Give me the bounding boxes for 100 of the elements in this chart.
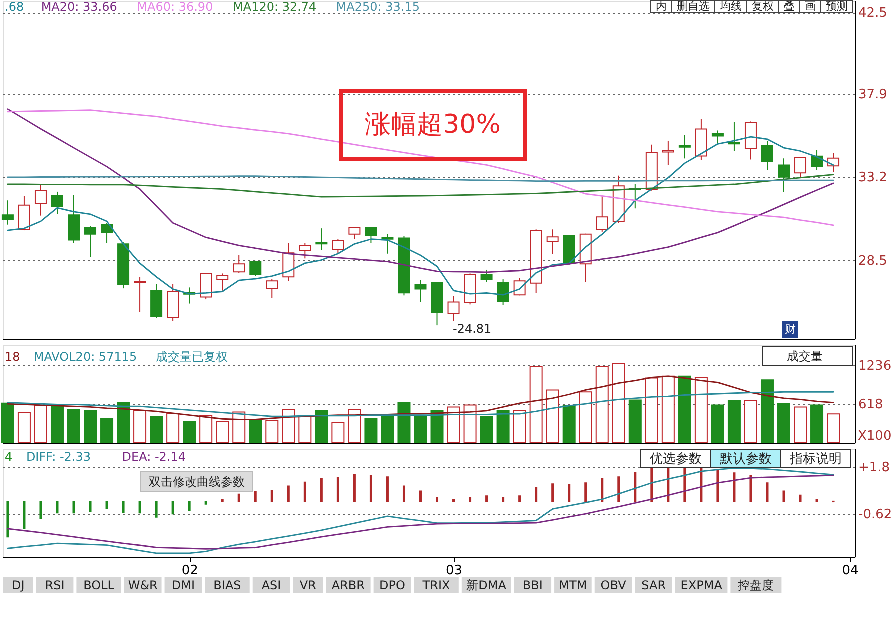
bar: [381, 415, 394, 444]
candlestick: [761, 140, 774, 170]
annotation: 复权: [752, 0, 774, 13]
bar: [348, 409, 362, 444]
bar: [579, 392, 592, 444]
candlestick: [662, 140, 674, 166]
y-tick-label: 33.2: [858, 170, 888, 186]
candlestick: [332, 238, 344, 254]
candlestick: [448, 296, 460, 322]
text: DIFF: -2.33: [26, 450, 92, 464]
bar: [68, 409, 80, 444]
y-tick-label: 1236: [858, 358, 892, 374]
text: DMI: [172, 578, 196, 592]
annotation: 画: [805, 0, 816, 13]
bar: [117, 402, 130, 444]
text: MA120: 32.74: [233, 0, 317, 14]
bar: [200, 415, 213, 444]
line-series: [7, 376, 834, 420]
bar: [794, 406, 808, 444]
candlestick: [596, 196, 608, 232]
bar: [84, 410, 98, 444]
candlestick: [34, 184, 47, 216]
text: BIAS: [214, 578, 242, 592]
text: 新DMA: [466, 578, 508, 592]
candlestick: [316, 228, 328, 250]
bar: [447, 406, 460, 444]
text: .68: [5, 0, 24, 14]
candlestick: [382, 234, 394, 254]
bar: [414, 415, 428, 444]
bar: [496, 410, 510, 444]
text: DEA: -2.14: [122, 450, 186, 464]
x-tick-label: 04: [842, 564, 859, 578]
candlestick: [546, 229, 559, 255]
x-tick-label: 02: [182, 564, 198, 578]
candlestick: [794, 156, 807, 178]
annotation: 删自选: [677, 0, 710, 13]
annotation: 涨幅超30%: [365, 110, 501, 140]
bar: [628, 400, 642, 444]
annotation: 叠: [784, 0, 795, 13]
candlestick: [216, 273, 229, 292]
bar: [50, 404, 64, 444]
annotation: -24.81: [453, 322, 492, 336]
y-tick-label: 618: [858, 398, 884, 413]
candlestick: [84, 226, 97, 258]
bar: [216, 421, 230, 444]
annotation: 指标说明: [789, 452, 842, 467]
bar: [464, 404, 477, 444]
annotation: 优选参数: [650, 452, 702, 467]
bar: [100, 418, 114, 444]
text: EXPMA: [680, 578, 724, 592]
candlestick: [712, 130, 724, 144]
bar: [183, 421, 196, 444]
candlestick: [414, 280, 427, 303]
text: VR: [300, 578, 316, 592]
candlestick: [678, 134, 691, 160]
bar: [711, 404, 724, 444]
bar: [282, 409, 296, 444]
text: MA20: 33.66: [41, 0, 118, 14]
candlestick: [101, 222, 114, 244]
bar: [678, 376, 692, 444]
bar: [760, 380, 774, 444]
text: 18: [5, 350, 20, 364]
bar: [249, 420, 262, 444]
bar: [728, 400, 741, 444]
candlestick: [266, 278, 278, 299]
y-tick-label: 42.5: [858, 6, 888, 22]
bar: [530, 366, 543, 444]
candlestick: [348, 226, 361, 240]
annotation: 均线: [719, 0, 742, 13]
y-tick-label: 37.9: [858, 87, 888, 102]
candlestick: [250, 260, 262, 277]
bar: [315, 410, 328, 444]
annotation: 成交量: [787, 350, 823, 364]
bar: [612, 363, 626, 444]
candlestick: [728, 122, 740, 152]
candlestick: [134, 276, 146, 313]
bar: [662, 376, 675, 444]
text: 4: [5, 450, 13, 464]
annotation: 预测: [826, 0, 848, 13]
bar: [744, 400, 758, 444]
text: MA60: 36.90: [137, 0, 214, 14]
line-series: [7, 108, 834, 274]
text: X100: [858, 429, 892, 444]
candlestick: [480, 269, 493, 283]
bar: [232, 412, 246, 444]
text: MTM: [559, 578, 588, 592]
bar: [332, 422, 345, 444]
bar: [645, 378, 658, 444]
bar: [34, 405, 48, 444]
text: ARBR: [332, 578, 366, 592]
text: MAVOL20: 57115: [34, 350, 138, 364]
bar: [810, 404, 824, 444]
bar: [398, 402, 411, 444]
bar: [596, 366, 609, 444]
candlestick: [811, 150, 824, 170]
text: RSI: [45, 578, 65, 592]
candlestick: [2, 200, 14, 226]
annotation: 财: [785, 323, 796, 336]
text: W&R: [128, 578, 158, 592]
bar: [1, 402, 14, 444]
